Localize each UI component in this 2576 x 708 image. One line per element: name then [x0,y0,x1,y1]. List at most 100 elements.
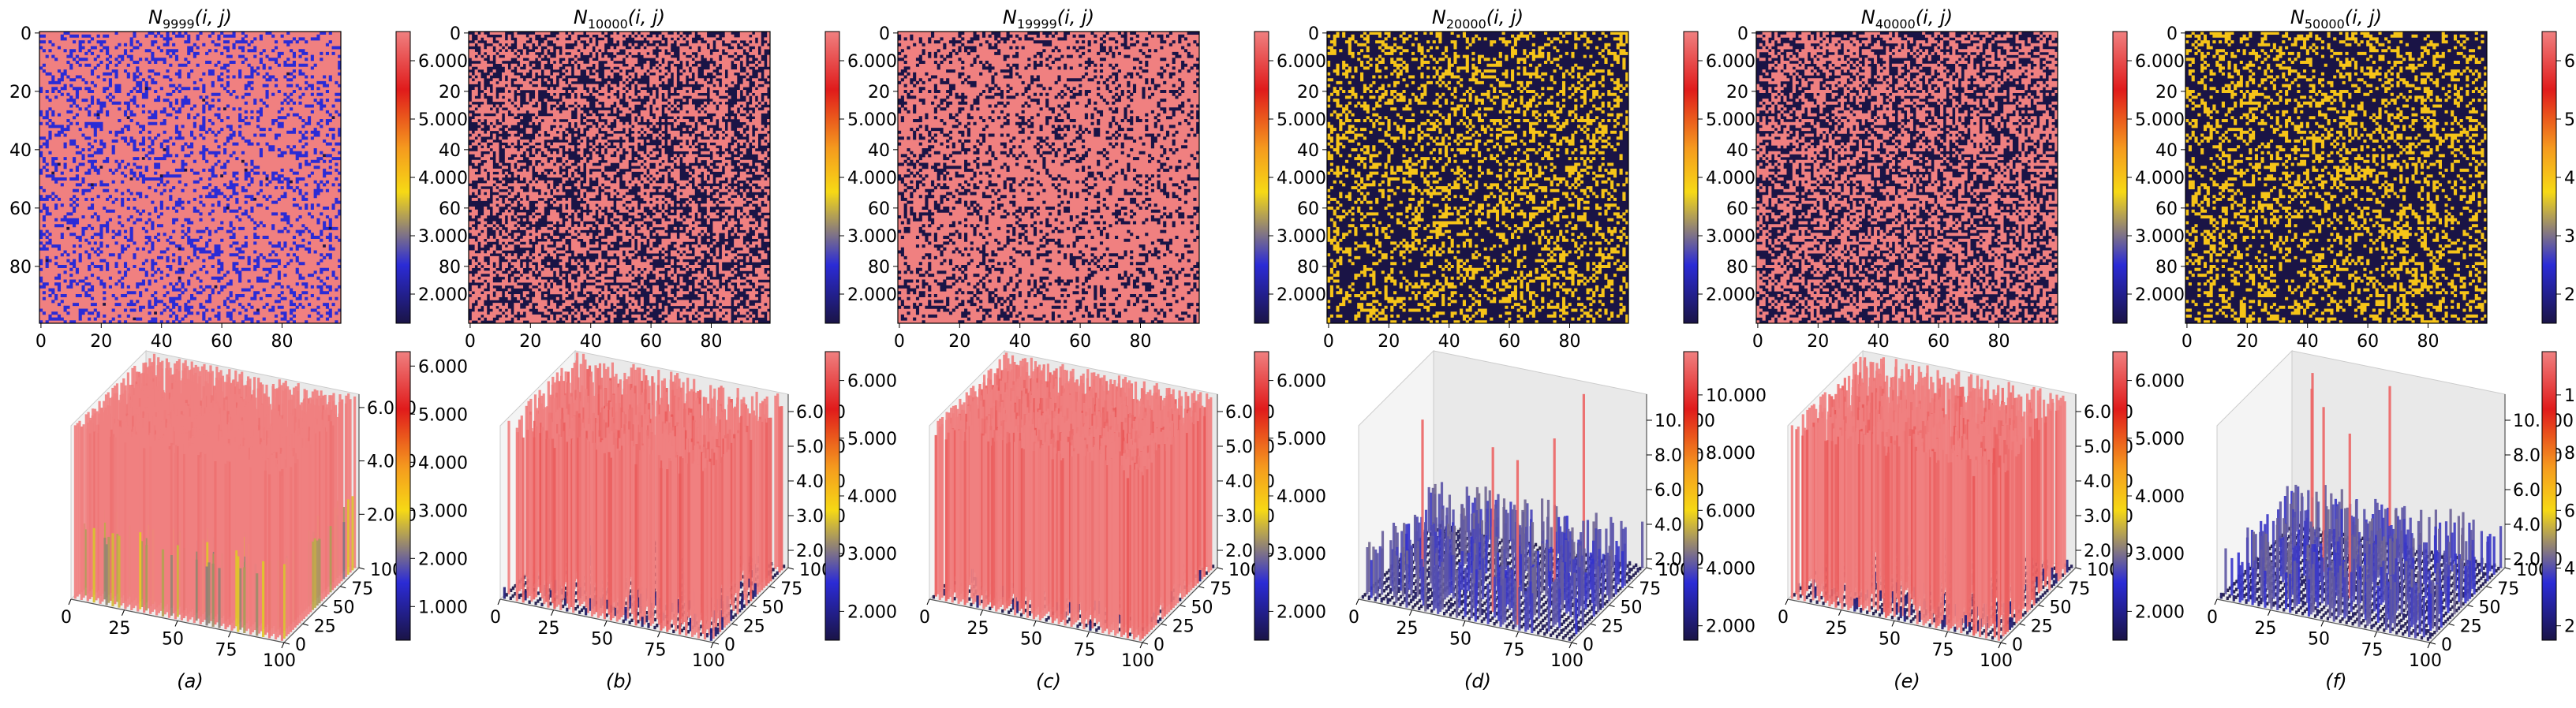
surface-spike [277,464,279,637]
surface-spike [1554,629,1557,632]
surface-spike [1507,513,1509,560]
surface-spike [1094,623,1096,626]
surface-spike [1430,609,1433,613]
surface-spike [730,610,732,620]
surface-spike [1066,620,1068,623]
surface-spike [585,608,587,615]
surface-spike [572,439,574,613]
y-tick-label: 80 [439,258,461,278]
surface-spike [1639,567,1641,570]
surface-spike [1010,609,1012,612]
surface-y-tick [751,606,757,607]
surface-spike [578,610,581,613]
surface-y-tick-label: 75 [351,579,373,599]
surface-spike [1490,611,1492,614]
surface-spike [685,463,687,635]
surface-spike [654,618,656,621]
surface-spike [1405,564,1408,608]
surface-spike [1016,602,1019,613]
surface-spikes [933,352,1214,641]
surface-spike [312,542,314,610]
surface-spike [1385,586,1388,591]
surface-spike [995,441,997,612]
surface-spike [1621,551,1624,588]
surface-colorbar-bar [396,352,410,640]
surface-spike [1567,616,1569,619]
surface-spike [1082,456,1085,629]
surface-x-tick [1034,621,1036,627]
x-tick-label: 20 [948,332,970,352]
surface-spike [1588,609,1591,613]
heatmap-title: N19999(i, j) [1003,6,1094,32]
x-tick-label: 0 [36,332,47,352]
surface-spike [1161,445,1164,619]
surface-spike [510,597,512,600]
surface-spike [1400,595,1402,598]
surface-spike [741,599,743,610]
surface-spike [1533,628,1535,631]
surface-spike [1426,604,1429,609]
surface-y-tick [713,643,719,644]
surface-spike [93,528,95,602]
x-tick-label: 0 [465,332,476,352]
heatmap-colorbar-tick-label: 6.000 [1277,52,1326,72]
surface-spike [1439,567,1441,612]
surface-spike [83,424,85,598]
surface-spike [155,442,158,615]
surface-spike [1366,547,1368,594]
surface-spike [629,620,631,624]
surface-spike [1535,625,1538,628]
surface-spike [1599,603,1602,609]
surface-spike [1604,602,1606,606]
surface-y-tick [1142,643,1148,644]
surface-spike [1104,460,1106,632]
surface-spike [208,562,210,623]
surface-spike [1386,571,1389,574]
surface-spike [164,441,166,614]
heatmap-colorbar-tick-label: 2.000 [418,285,468,305]
surface-spike [1385,578,1388,583]
surface-spike [941,424,944,598]
surface-spike [1488,544,1490,547]
surface-spike [1558,589,1561,628]
surface-spike [945,439,948,601]
surface-spike [226,461,229,628]
surface-spike [331,426,334,591]
surface-spike [555,434,558,607]
surface-spike [1430,588,1432,591]
surface-spike [1071,456,1073,627]
x-tick-label: 60 [1069,332,1091,352]
surface-spike [562,605,564,608]
surface-spike [1370,560,1373,598]
surface-spike [1426,596,1429,602]
surface-colorbar-tick-label: 1.000 [418,598,468,617]
surface-y-tick-label: 0 [1153,635,1165,655]
surface-spike [1475,583,1477,622]
surface-spike [763,415,765,588]
surface-spike [1089,621,1091,631]
surface-spike [1483,609,1486,613]
surface-x-tick [1516,632,1519,637]
surface-y-tick [284,643,290,644]
y-tick-label: 80 [1297,258,1319,278]
surface-spike [681,629,683,632]
surface-spike [1026,445,1029,618]
surface-y-tick [1647,568,1652,569]
surface-spike [732,616,735,619]
surface-spike [1563,613,1565,616]
surface-spike [1582,583,1584,628]
surface-spike [1619,587,1621,590]
surface-spike [1014,442,1016,615]
surface-spike [540,603,543,606]
surface-spike [1587,604,1589,607]
surface-spike [668,458,671,630]
surface-spike [1460,610,1463,613]
surface-spike [168,449,170,618]
surface-spike [1587,558,1590,600]
surface-spike [1395,556,1397,603]
surface-spike [1498,549,1501,552]
surface-colorbar-tick-label: 6.000 [1706,501,1755,521]
